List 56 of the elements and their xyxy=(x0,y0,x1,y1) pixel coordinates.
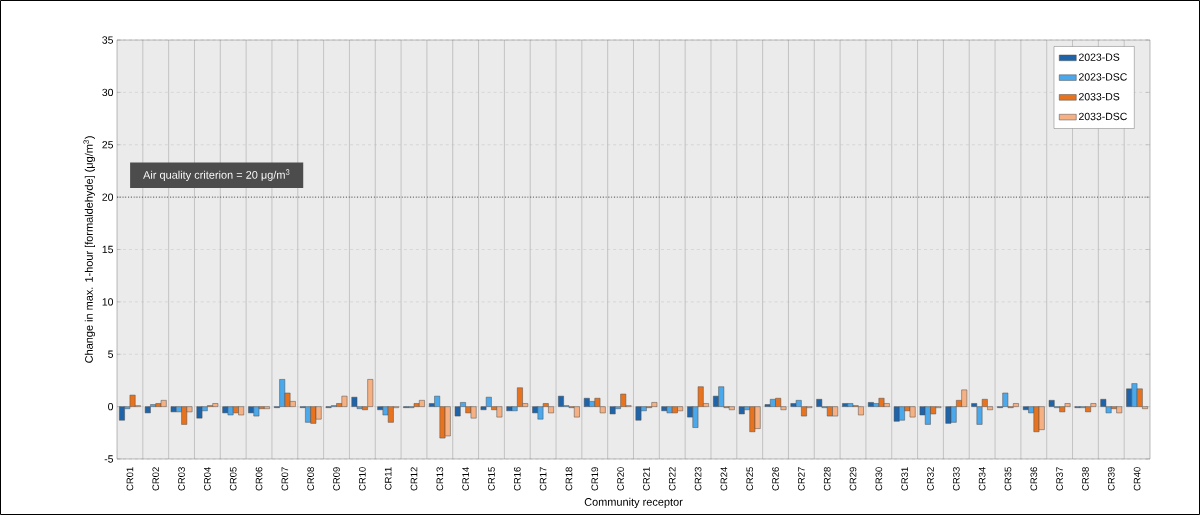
x-tick-label: CR37 xyxy=(1056,467,1063,491)
x-tick-label: CR18 xyxy=(565,467,573,491)
legend-label: 2023-DSC xyxy=(1079,73,1127,81)
y-axis-title: Change in max. 1-hour [formaldehyde] (μg/m$^{3}$) xyxy=(83,136,95,363)
x-tick-label: CR17 xyxy=(539,467,547,491)
x-tick-label: CR19 xyxy=(591,467,599,491)
y-tick-label: 35 xyxy=(102,36,114,44)
x-tick-label: CR20 xyxy=(617,467,624,491)
x-tick-label: CR06 xyxy=(255,467,263,491)
x-tick-label: CR26 xyxy=(772,467,779,491)
x-tick-label: CR14 xyxy=(462,467,469,491)
x-tick-label: CR11 xyxy=(384,467,392,490)
x-tick-label: CR12 xyxy=(410,467,418,491)
x-tick-label: CR23 xyxy=(694,467,702,491)
x-tick-label: CR28 xyxy=(823,467,831,491)
x-tick-label: CR16 xyxy=(513,467,521,491)
y-tick-label: -5 xyxy=(104,455,114,463)
y-tick-label: 25 xyxy=(102,141,114,149)
ref-line-label: Air quality criterion = 20 μg/m$^{3}$ xyxy=(143,169,290,181)
x-tick-label: CR38 xyxy=(1082,467,1089,491)
x-tick-label: CR22 xyxy=(668,467,676,491)
x-tick-label: CR33 xyxy=(952,467,960,491)
x-tick-label: CR02 xyxy=(152,467,160,491)
x-tick-label: CR08 xyxy=(307,467,315,491)
x-tick-label: CR39 xyxy=(1107,467,1115,491)
x-tick-label: CR07 xyxy=(281,467,289,491)
y-tick-label: 5 xyxy=(108,350,114,358)
x-tick-label: CR05 xyxy=(229,467,237,491)
y-tick-label: 20 xyxy=(102,193,114,201)
x-tick-label: CR21 xyxy=(643,467,650,491)
x-tick-label: CR34 xyxy=(978,467,986,491)
x-tick-label: CR25 xyxy=(746,467,754,491)
x-axis-title: Community receptor xyxy=(584,497,683,509)
legend-label: 2033-DSC xyxy=(1079,112,1127,121)
x-tick-label: CR31 xyxy=(901,467,909,491)
legend-label: 2033-DS xyxy=(1079,92,1120,101)
x-tick-label: CR27 xyxy=(798,467,805,491)
x-tick-label: CR40 xyxy=(1133,467,1141,491)
y-tick-label: 15 xyxy=(102,245,114,254)
x-tick-label: CR36 xyxy=(1030,467,1038,491)
x-tick-label: CR09 xyxy=(333,467,340,491)
y-tick-label: 10 xyxy=(102,298,114,306)
x-tick-label: CR03 xyxy=(178,467,185,491)
y-tick-label: 0 xyxy=(108,402,114,411)
x-tick-label: CR15 xyxy=(488,467,495,491)
legend-label: 2023-DS xyxy=(1079,53,1120,61)
x-tick-label: CR32 xyxy=(927,467,934,491)
x-tick-label: CR30 xyxy=(875,467,883,491)
x-tick-label: CR35 xyxy=(1004,467,1012,491)
x-tick-label: CR13 xyxy=(436,467,444,491)
x-tick-label: CR01 xyxy=(126,467,134,491)
x-tick-label: CR24 xyxy=(720,467,728,491)
y-tick-label: 30 xyxy=(102,88,114,97)
x-tick-label: CR29 xyxy=(849,467,857,491)
x-tick-label: CR10 xyxy=(358,467,366,491)
x-tick-label: CR04 xyxy=(204,467,211,491)
